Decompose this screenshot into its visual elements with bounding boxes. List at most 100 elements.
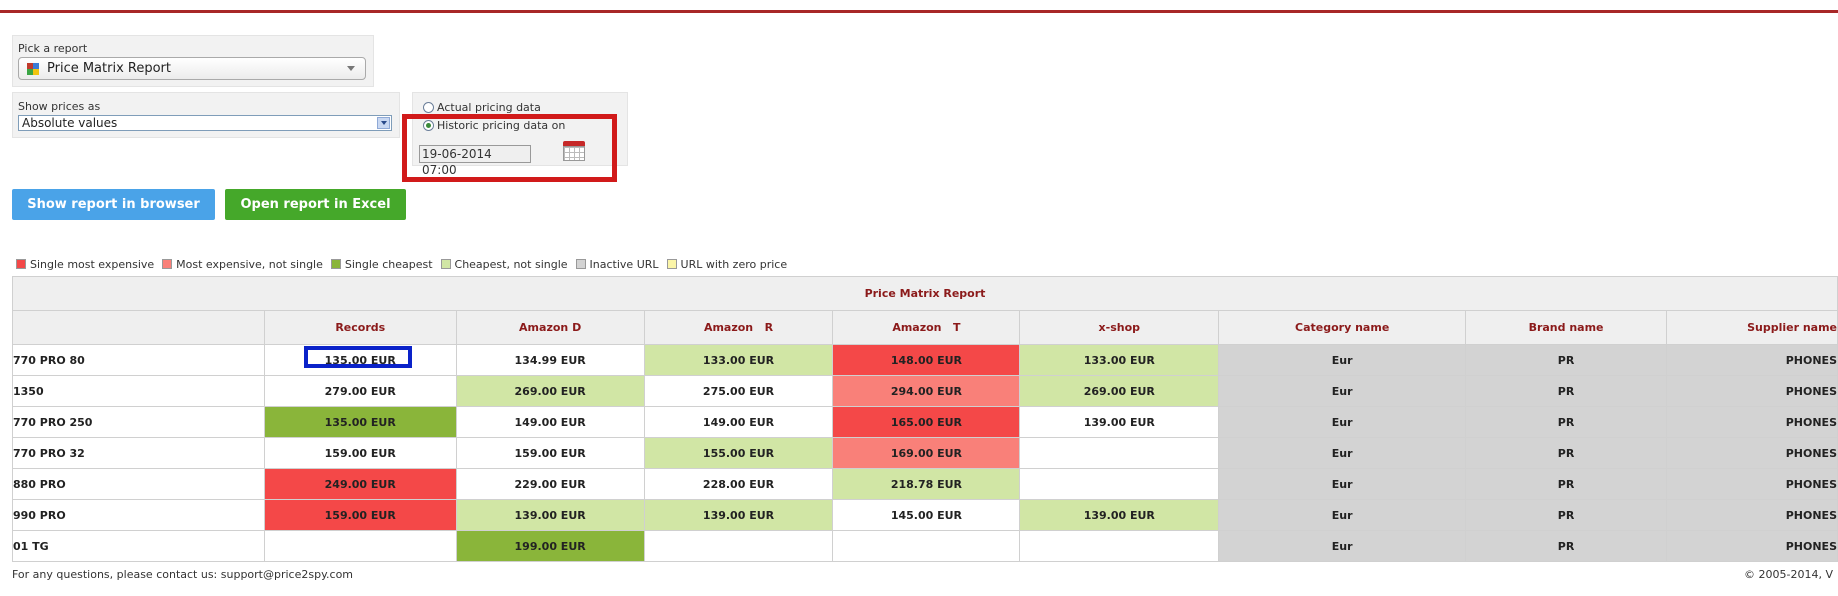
footer-copyright: © 2005-2014, V — [1744, 568, 1833, 581]
brand-cell: PR — [1465, 344, 1667, 376]
price-cell: 228.00 EUR — [643, 468, 834, 500]
report-icon — [27, 63, 39, 75]
open-report-excel-button[interactable]: Open report in Excel — [225, 189, 406, 220]
column-header-amazon-r[interactable]: Amazon R — [643, 310, 834, 345]
price-cell: 149.00 EUR — [455, 406, 645, 438]
report-title: Price Matrix Report — [12, 276, 1838, 311]
table-row: 770 PRO 80 135.00 EUR 134.99 EUR 133.00 EUR… — [12, 344, 1838, 376]
category-cell: Eur — [1218, 375, 1467, 407]
price-cell: 159.00 EUR — [455, 437, 645, 469]
brand-cell: PR — [1465, 499, 1667, 531]
product-name: 880 PRO — [12, 468, 265, 500]
price-cell — [832, 530, 1021, 562]
top-divider — [0, 10, 1838, 13]
legend-label: Most expensive, not single — [176, 258, 323, 271]
price-cell — [263, 530, 457, 562]
price-cell: 145.00 EUR — [832, 499, 1021, 531]
legend-swatch — [162, 259, 173, 269]
column-header-amazon-d[interactable]: Amazon D — [455, 310, 645, 345]
legend-swatch — [330, 259, 341, 269]
legend-label: Single most expensive — [30, 258, 155, 271]
prices-select-value: Absolute values — [22, 116, 118, 130]
price-cell — [1019, 530, 1220, 562]
legend-label: Inactive URL — [589, 258, 659, 271]
price-cell: 155.00 EUR — [643, 437, 834, 469]
product-name: 990 PRO — [12, 499, 265, 531]
price-cell: 269.00 EUR — [1019, 375, 1220, 407]
legend-item: Single most expensive — [16, 258, 154, 271]
legend-item: Most expensive, not single — [162, 258, 323, 271]
price-cell: 135.00 EUR — [263, 406, 457, 438]
color-legend: Single most expensive Most expensive, not… — [16, 258, 795, 271]
legend-swatch — [440, 259, 451, 269]
legend-swatch — [16, 259, 26, 269]
show-report-browser-button[interactable]: Show report in browser — [12, 189, 215, 220]
column-header-x-shop[interactable]: x-shop — [1019, 310, 1220, 345]
report-select[interactable]: Price Matrix Report — [18, 57, 366, 80]
footer-contact: For any questions, please contact us: su… — [12, 568, 354, 581]
column-header-records[interactable]: Records — [263, 310, 457, 345]
price-cell: 148.00 EUR — [832, 344, 1021, 376]
price-format-panel: Show prices as Absolute values — [12, 92, 400, 138]
column-header-category[interactable]: Category name — [1218, 310, 1467, 345]
legend-label: URL with zero price — [680, 258, 788, 271]
legend-item: Inactive URL — [575, 258, 659, 271]
legend-swatch — [575, 259, 586, 269]
price-cell: 269.00 EUR — [455, 375, 645, 407]
historic-pricing-radio[interactable] — [423, 120, 434, 131]
historic-date-highlight — [402, 114, 617, 182]
column-header-amazon-t[interactable]: Amazon T — [832, 310, 1021, 345]
historic-pricing-option[interactable]: Historic pricing data on — [423, 119, 565, 132]
table-row: 990 PRO 159.00 EUR 139.00 EUR 139.00 EUR 145… — [12, 499, 1838, 531]
dropdown-arrow-icon[interactable] — [377, 117, 390, 129]
product-name: 770 PRO 32 — [12, 437, 265, 469]
prices-select[interactable]: Absolute values — [18, 115, 392, 131]
price-cell: 279.00 EUR — [263, 375, 457, 407]
category-cell: Eur — [1218, 499, 1467, 531]
table-row: 770 PRO 32 159.00 EUR 159.00 EUR 155.00 EUR… — [12, 437, 1838, 469]
price-cell: 229.00 EUR — [455, 468, 645, 500]
price-cell: 159.00 EUR — [263, 499, 457, 531]
price-cell: 149.00 EUR — [643, 406, 834, 438]
legend-swatch — [666, 259, 677, 269]
brand-cell: PR — [1465, 437, 1667, 469]
supplier-cell: PHONES — [1665, 375, 1838, 407]
product-name: 01 TG — [12, 530, 265, 562]
price-cell: 133.00 EUR — [1019, 344, 1220, 376]
legend-item: Single cheapest — [330, 258, 433, 271]
supplier-cell: PHONES — [1665, 499, 1838, 531]
supplier-cell: PHONES — [1665, 530, 1838, 562]
column-header-brand[interactable]: Brand name — [1465, 310, 1667, 345]
historic-date-input[interactable]: 19-06-2014 07:00 — [419, 145, 531, 177]
column-header-name — [12, 310, 265, 345]
price-cell: 294.00 EUR — [832, 375, 1021, 407]
report-select-value: Price Matrix Report — [47, 61, 172, 76]
chevron-down-icon[interactable] — [347, 66, 355, 71]
price-cell: 139.00 EUR — [455, 499, 645, 531]
price-matrix-table: Price Matrix Report Records Amazon D Amazo… — [12, 276, 1838, 562]
product-name: 770 PRO 80 — [12, 344, 265, 376]
price-cell — [643, 530, 834, 562]
actual-pricing-option[interactable]: Actual pricing data — [423, 101, 541, 114]
table-row: 01 TG 199.00 EUR Eur PR PHONES — [12, 530, 1838, 562]
supplier-cell: PHONES — [1665, 468, 1838, 500]
supplier-cell: PHONES — [1665, 437, 1838, 469]
historic-pricing-label: Historic pricing data on — [437, 119, 566, 132]
brand-cell: PR — [1465, 406, 1667, 438]
actual-pricing-radio[interactable] — [423, 102, 434, 113]
report-picker-panel: Pick a report Price Matrix Report — [12, 35, 374, 87]
calendar-icon[interactable] — [563, 141, 585, 161]
price-cell: 169.00 EUR — [832, 437, 1021, 469]
brand-cell: PR — [1465, 530, 1667, 562]
legend-label: Cheapest, not single — [454, 258, 568, 271]
category-cell: Eur — [1218, 406, 1467, 438]
product-name: 770 PRO 250 — [12, 406, 265, 438]
legend-label: Single cheapest — [344, 258, 433, 271]
price-cell — [1019, 437, 1220, 469]
price-cell — [1019, 468, 1220, 500]
legend-item: Cheapest, not single — [440, 258, 568, 271]
price-cell: 159.00 EUR — [263, 437, 457, 469]
column-header-supplier[interactable]: Supplier name — [1665, 310, 1838, 345]
table-body: 770 PRO 80 135.00 EUR 134.99 EUR 133.00 EUR… — [12, 344, 1838, 562]
